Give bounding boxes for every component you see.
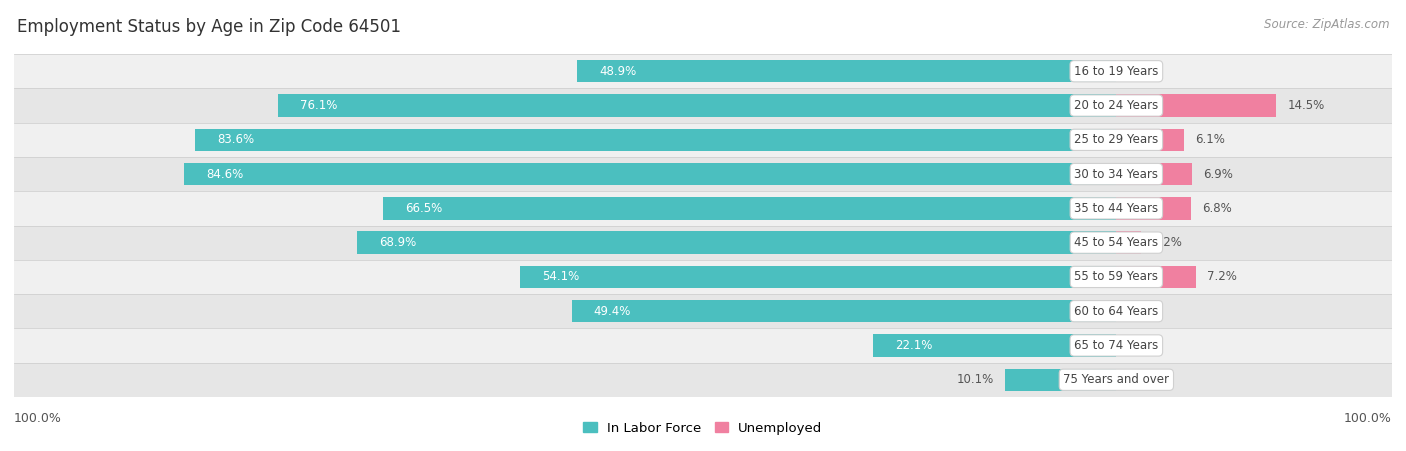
Text: 22.1%: 22.1% bbox=[894, 339, 932, 352]
Text: 2.2%: 2.2% bbox=[1152, 236, 1181, 249]
Text: 6.9%: 6.9% bbox=[1204, 168, 1233, 180]
Bar bbox=[520, 266, 1116, 288]
Text: 6.8%: 6.8% bbox=[1202, 202, 1232, 215]
Text: 14.5%: 14.5% bbox=[1288, 99, 1324, 112]
Text: 20 to 24 Years: 20 to 24 Years bbox=[1074, 99, 1159, 112]
Text: 75 Years and over: 75 Years and over bbox=[1063, 373, 1170, 386]
Bar bbox=[14, 328, 1392, 363]
Text: 0.0%: 0.0% bbox=[1128, 65, 1157, 78]
Bar bbox=[357, 231, 1116, 254]
Text: 0.0%: 0.0% bbox=[1128, 339, 1157, 352]
Text: Source: ZipAtlas.com: Source: ZipAtlas.com bbox=[1264, 18, 1389, 31]
Bar bbox=[14, 88, 1392, 123]
Bar bbox=[1116, 163, 1192, 185]
Text: 68.9%: 68.9% bbox=[380, 236, 416, 249]
Bar bbox=[578, 60, 1116, 83]
Text: 100.0%: 100.0% bbox=[14, 412, 62, 425]
Bar bbox=[873, 334, 1116, 357]
Text: 55 to 59 Years: 55 to 59 Years bbox=[1074, 271, 1159, 283]
Bar bbox=[14, 191, 1392, 226]
Text: 49.4%: 49.4% bbox=[593, 305, 631, 318]
Bar bbox=[384, 197, 1116, 220]
Bar bbox=[1005, 368, 1116, 391]
Text: 35 to 44 Years: 35 to 44 Years bbox=[1074, 202, 1159, 215]
Bar bbox=[184, 163, 1116, 185]
Text: Employment Status by Age in Zip Code 64501: Employment Status by Age in Zip Code 645… bbox=[17, 18, 401, 36]
Text: 16 to 19 Years: 16 to 19 Years bbox=[1074, 65, 1159, 78]
Text: 54.1%: 54.1% bbox=[543, 271, 579, 283]
Bar bbox=[572, 300, 1116, 322]
Text: 100.0%: 100.0% bbox=[1344, 412, 1392, 425]
Bar bbox=[14, 260, 1392, 294]
Bar bbox=[14, 54, 1392, 88]
Legend: In Labor Force, Unemployed: In Labor Force, Unemployed bbox=[583, 422, 823, 435]
Text: 83.6%: 83.6% bbox=[217, 133, 254, 146]
Bar bbox=[14, 226, 1392, 260]
Text: 0.0%: 0.0% bbox=[1128, 373, 1157, 386]
Bar bbox=[14, 294, 1392, 328]
Bar bbox=[14, 363, 1392, 397]
Bar bbox=[1116, 231, 1140, 254]
Text: 6.1%: 6.1% bbox=[1195, 133, 1225, 146]
Text: 66.5%: 66.5% bbox=[405, 202, 443, 215]
Bar bbox=[195, 129, 1116, 151]
Bar bbox=[277, 94, 1116, 117]
Bar bbox=[1116, 94, 1277, 117]
Text: 65 to 74 Years: 65 to 74 Years bbox=[1074, 339, 1159, 352]
Bar bbox=[1116, 197, 1191, 220]
Text: 45 to 54 Years: 45 to 54 Years bbox=[1074, 236, 1159, 249]
Text: 7.2%: 7.2% bbox=[1206, 271, 1237, 283]
Bar bbox=[14, 123, 1392, 157]
Text: 60 to 64 Years: 60 to 64 Years bbox=[1074, 305, 1159, 318]
Bar bbox=[1116, 266, 1195, 288]
Bar bbox=[14, 157, 1392, 191]
Text: 84.6%: 84.6% bbox=[205, 168, 243, 180]
Text: 76.1%: 76.1% bbox=[299, 99, 337, 112]
Text: 48.9%: 48.9% bbox=[599, 65, 637, 78]
Bar bbox=[1116, 129, 1184, 151]
Text: 25 to 29 Years: 25 to 29 Years bbox=[1074, 133, 1159, 146]
Text: 10.1%: 10.1% bbox=[956, 373, 994, 386]
Text: 30 to 34 Years: 30 to 34 Years bbox=[1074, 168, 1159, 180]
Text: 0.0%: 0.0% bbox=[1128, 305, 1157, 318]
